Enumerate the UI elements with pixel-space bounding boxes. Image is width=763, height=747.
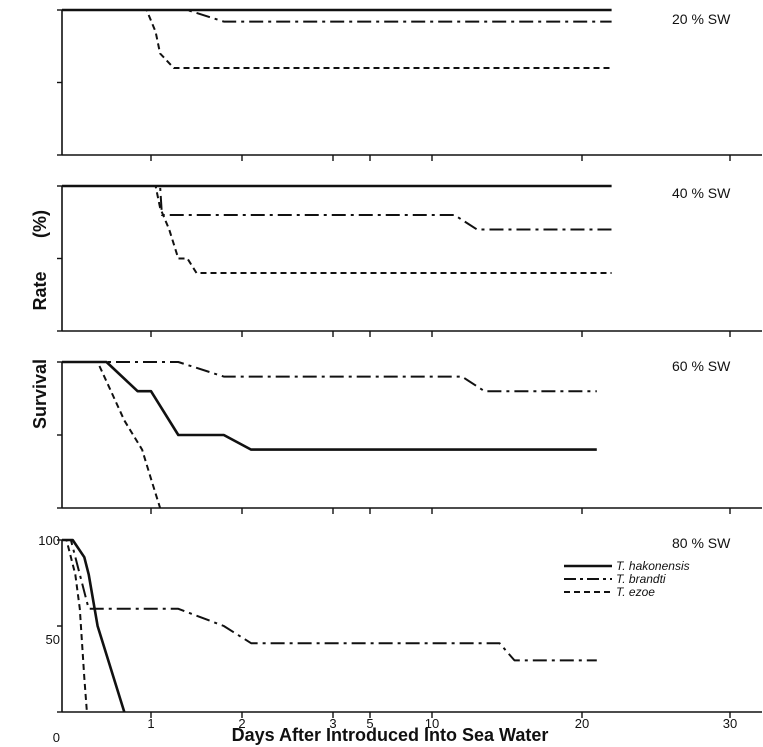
legend: T. hakonensis T. brandti T. ezoe [564, 559, 690, 599]
x-tick-label-5: 5 [366, 716, 373, 731]
x-tick-label-1: 1 [147, 716, 154, 731]
x-tick-label-10: 10 [425, 716, 439, 731]
x-tick-label-30: 30 [723, 716, 737, 731]
series-line-brandti-60 [62, 361, 597, 393]
series-line-brandti-40 [62, 185, 612, 231]
legend-label-hakonensis: T. hakonensis [616, 559, 690, 573]
panels-layer [57, 8, 762, 718]
series-line-ezoe-80 [62, 539, 88, 713]
series-line-hakonensis-80 [62, 538, 126, 713]
y-label-percent: (%) [30, 210, 50, 238]
x-tick-label-20: 20 [575, 716, 589, 731]
panel-label-40: 40 % SW [672, 185, 731, 201]
legend-label-ezoe: T. ezoe [616, 585, 655, 599]
series-line-brandti-20 [62, 9, 612, 23]
legend-label-brandti: T. brandti [616, 572, 666, 586]
y-label-survival: Survival [30, 359, 50, 429]
series-line-ezoe-40 [62, 185, 612, 274]
series-line-brandti-80 [62, 539, 597, 662]
panel-20 [57, 8, 762, 161]
x-axis-label: Days After Introduced Into Sea Water [232, 725, 549, 745]
panel-label-20: 20 % SW [672, 11, 731, 27]
y-tick-label-50: 50 [46, 632, 60, 647]
series-line-ezoe-20 [62, 9, 612, 69]
panel-label-60: 60 % SW [672, 358, 731, 374]
x-tick-label-3: 3 [329, 716, 336, 731]
y-tick-label-0: 0 [53, 730, 60, 745]
x-tick-label-2: 2 [238, 716, 245, 731]
panel-40 [57, 184, 762, 337]
y-tick-label-100: 100 [38, 533, 60, 548]
panel-80 [57, 538, 762, 718]
series-line-hakonensis-60 [62, 360, 597, 451]
panel-label-80: 80 % SW [672, 535, 731, 551]
y-label-rate: Rate [30, 271, 50, 310]
panel-60 [57, 360, 762, 514]
series-line-ezoe-60 [62, 361, 162, 509]
